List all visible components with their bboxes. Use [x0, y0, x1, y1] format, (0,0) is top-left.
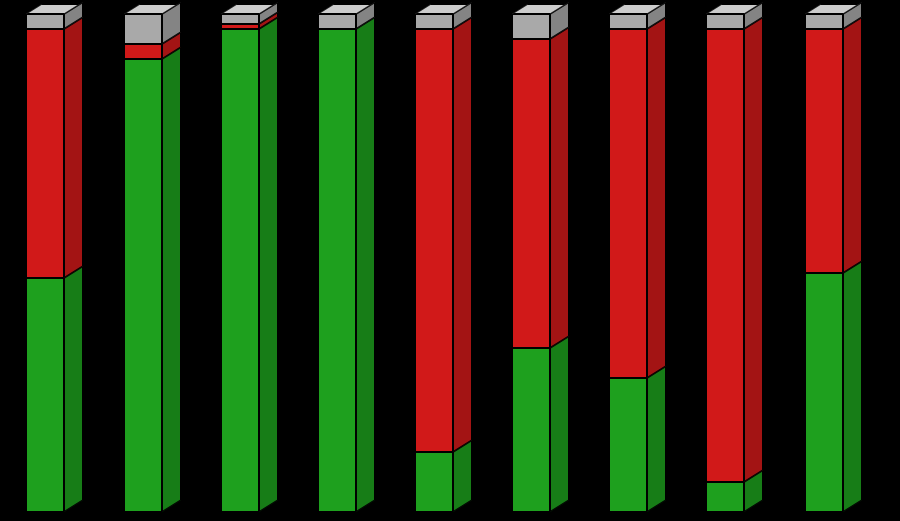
- bar-1-segment-green-front: [26, 278, 64, 512]
- bar-9-segment-red-side: [843, 17, 862, 273]
- bar-9-segment-red-front: [805, 29, 843, 273]
- bar-7-segment-green-front: [609, 378, 647, 512]
- bar-9-segment-green-front: [805, 273, 843, 512]
- bar-5: [415, 0, 469, 512]
- bar-7-segment-green-side: [647, 366, 666, 512]
- bar-2: [124, 0, 178, 512]
- bar-3-segment-green-side: [259, 17, 278, 512]
- bar-chart-3d: [0, 0, 900, 521]
- bar-6-segment-red-front: [512, 39, 550, 348]
- bar-5-segment-green-front: [415, 452, 453, 512]
- bar-4-segment-green-side: [356, 17, 375, 512]
- bar-1: [26, 0, 80, 512]
- bar-9-segment-gray-front: [805, 14, 843, 29]
- bar-2-segment-green-front: [124, 59, 162, 512]
- bar-6: [512, 0, 566, 512]
- bar-5-segment-green-side: [453, 440, 472, 512]
- bar-8-segment-green-front: [706, 482, 744, 512]
- bar-3-segment-red-front: [221, 24, 259, 29]
- bar-9-segment-green-side: [843, 261, 862, 512]
- bar-6-segment-gray-front: [512, 14, 550, 39]
- bar-8-segment-red-side: [744, 17, 763, 482]
- bar-2-segment-gray-front: [124, 14, 162, 44]
- bar-3: [221, 0, 275, 512]
- bar-6-segment-green-front: [512, 348, 550, 512]
- bar-7: [609, 0, 663, 512]
- bar-9: [805, 0, 859, 512]
- bar-1-segment-red-side: [64, 17, 83, 278]
- bar-8-segment-gray-front: [706, 14, 744, 29]
- bar-2-segment-red-front: [124, 44, 162, 59]
- bar-2-segment-green-side: [162, 47, 181, 512]
- bar-1-segment-red-front: [26, 29, 64, 278]
- bar-8-segment-red-front: [706, 29, 744, 482]
- bar-1-segment-green-side: [64, 266, 83, 512]
- bar-5-segment-red-front: [415, 29, 453, 452]
- bar-7-segment-gray-front: [609, 14, 647, 29]
- bar-5-segment-red-side: [453, 17, 472, 452]
- bar-1-segment-gray-front: [26, 14, 64, 29]
- bar-6-segment-green-side: [550, 336, 569, 512]
- bar-4-segment-green-front: [318, 29, 356, 512]
- bar-3-segment-gray-front: [221, 14, 259, 24]
- bar-7-segment-red-front: [609, 29, 647, 378]
- bar-4: [318, 0, 372, 512]
- bar-8: [706, 0, 760, 512]
- bar-7-segment-red-side: [647, 17, 666, 378]
- bar-4-segment-gray-front: [318, 14, 356, 29]
- bar-3-segment-green-front: [221, 29, 259, 512]
- bar-6-segment-red-side: [550, 27, 569, 348]
- bar-5-segment-gray-front: [415, 14, 453, 29]
